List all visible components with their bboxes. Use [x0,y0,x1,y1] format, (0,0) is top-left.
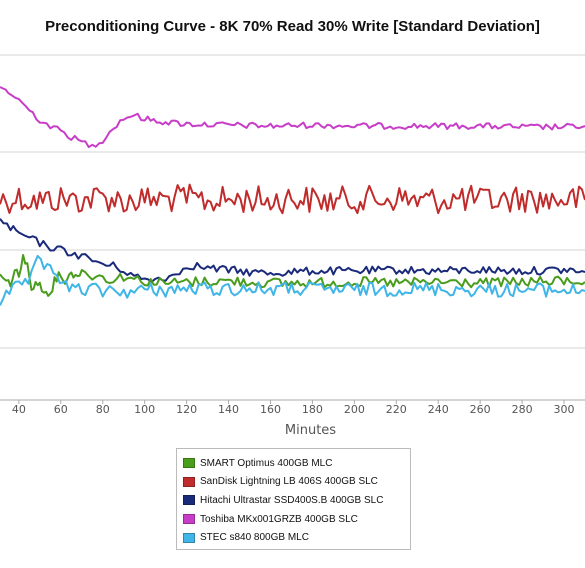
series-line-0 [0,254,585,297]
series-line-1 [0,183,585,215]
x-tick-label-100: 100 [134,403,155,416]
series-line-3 [0,86,585,149]
x-tick-label-160: 160 [260,403,281,416]
x-tick-label-240: 240 [428,403,449,416]
x-axis-label: Minutes [284,423,337,438]
x-tick-label-40: 40 [12,403,26,416]
x-tick-label-120: 120 [176,403,197,416]
series-line-2 [0,218,585,283]
legend-swatch-3 [183,514,195,525]
legend-swatch-2 [183,495,195,506]
legend-label-1: SanDisk Lightning LB 406S 400GB SLC [200,476,378,488]
legend-item-4: STEC s840 800GB MLC [183,528,410,547]
series-line-4 [0,254,585,306]
x-tick-label-280: 280 [512,403,533,416]
legend-label-3: Toshiba MKx001GRZB 400GB SLC [200,513,358,525]
legend-swatch-0 [183,458,195,469]
x-tick-label-200: 200 [344,403,365,416]
x-tick-label-260: 260 [470,403,491,416]
x-tick-label-60: 60 [54,403,68,416]
x-tick-label-220: 220 [386,403,407,416]
legend-swatch-1 [183,476,195,487]
x-tick-label-80: 80 [96,403,110,416]
legend-label-2: Hitachi Ultrastar SSD400S.B 400GB SLC [200,494,384,506]
legend-item-3: Toshiba MKx001GRZB 400GB SLC [183,510,410,529]
legend-label-4: STEC s840 800GB MLC [200,532,309,544]
legend-swatch-4 [183,532,195,543]
legend-item-1: SanDisk Lightning LB 406S 400GB SLC [183,473,410,492]
legend-item-2: Hitachi Ultrastar SSD400S.B 400GB SLC [183,491,410,510]
x-tick-label-300: 300 [554,403,575,416]
chart-title: Preconditioning Curve - 8K 70% Read 30% … [45,18,540,35]
legend-label-0: SMART Optimus 400GB MLC [200,457,333,469]
legend-item-0: SMART Optimus 400GB MLC [183,454,410,473]
x-tick-label-140: 140 [218,403,239,416]
legend: SMART Optimus 400GB MLC SanDisk Lightning… [176,448,411,550]
x-tick-label-180: 180 [302,403,323,416]
